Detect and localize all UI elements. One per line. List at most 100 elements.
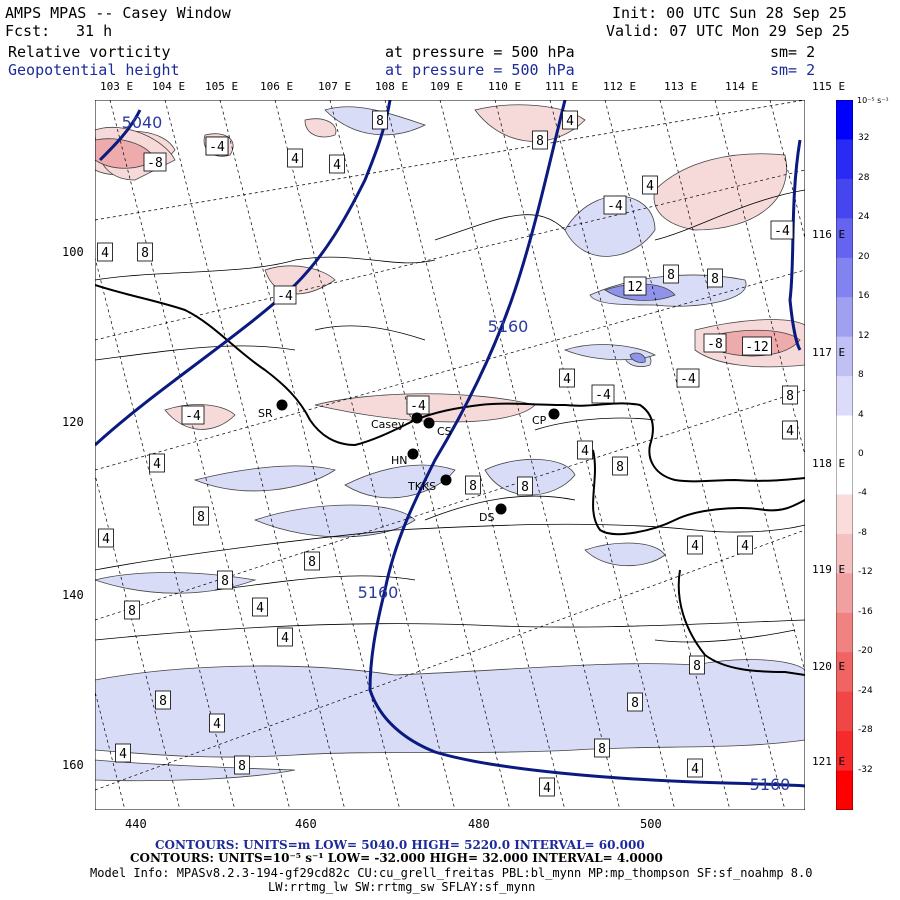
vorticity-label: -8 [143,152,167,172]
colorbar-tick-label: -12 [858,567,873,578]
colorbar-tick-label: 24 [858,212,870,223]
svg-text:8: 8 [469,479,477,494]
svg-text:8: 8 [128,604,136,619]
colorbar-unit: 10⁻⁵ s⁻¹ [857,96,889,105]
vorticity-label: -4 [770,220,794,240]
y-tick-label: 160 [62,758,84,772]
svg-text:4: 4 [291,152,299,167]
station-dot [423,417,435,429]
top-lon-label: 115 E [812,80,846,93]
svg-text:-4: -4 [607,199,623,214]
svg-text:4: 4 [333,158,341,173]
colorbar-segment [836,257,853,298]
height-labels: 5040 5160 5160 5160 [122,113,791,794]
colorbar-tick-label: -32 [858,764,873,775]
colorbar-segment [836,652,853,693]
meridian-line [549,100,731,810]
init-time: Init: 00 UTC Sun 28 Sep 25 [612,4,847,22]
right-lon-label: 120 E [812,660,846,673]
coastline-south [677,569,805,676]
field2-pressure: at pressure = 500 hPa [385,61,575,79]
vorticity-label: 4 [252,597,268,617]
colorbar-tick-label: -28 [858,725,873,736]
top-lon-label: 109 E [430,80,464,93]
vorticity-label: 8 [124,600,140,620]
vorticity-label: 8 [137,242,153,262]
field2-smoothing: sm= 2 [770,61,816,79]
vorticity-label: -4 [273,285,297,305]
colorbar-tick-label: 32 [858,133,870,144]
vorticity-label: 4 [149,453,165,473]
svg-text:8: 8 [711,272,719,287]
vorticity-label: 8 [193,506,209,526]
vorticity-label: 8 [234,755,250,775]
map-title: AMPS MPAS -- Casey Window [5,4,231,22]
vorticity-label: 8 [372,110,388,130]
meridian-line [714,100,805,457]
svg-text:8: 8 [141,246,149,261]
top-lon-label: 114 E [725,80,759,93]
svg-text:-4: -4 [774,224,790,239]
vorticity-label: 8 [465,475,481,495]
svg-text:8: 8 [616,460,624,475]
vorticity-label: 8 [612,456,628,476]
svg-text:8: 8 [667,268,675,283]
parallel-line [95,169,805,341]
colorbar-segment [836,573,853,614]
station-dot [407,448,419,460]
svg-text:4: 4 [741,539,749,554]
vorticity-label: 8 [707,268,723,288]
vorticity-label: 12 [623,276,647,296]
top-lon-label: 106 E [260,80,294,93]
height-contour-label: 5040 [122,113,163,132]
y-tick-label: 100 [62,245,84,259]
height-contour-info: CONTOURS: UNITS=m LOW= 5040.0 HIGH= 5220… [155,838,645,852]
colorbar-segment [836,455,853,495]
vorticity-label: -4 [406,395,430,415]
svg-text:4: 4 [581,444,589,459]
vorticity-label: 4 [559,368,575,388]
vorticity-label: 8 [594,738,610,758]
station-dot [548,408,560,420]
colorbar-segment [836,297,853,338]
right-lon-label: 117 E [812,346,846,359]
parallel-line [95,529,805,791]
vorticity-label: -4 [591,384,615,404]
colorbar-tick-label: -4 [858,488,867,499]
svg-text:4: 4 [256,601,264,616]
colorbar-segment [836,218,853,259]
colorbar-segment [836,533,853,574]
x-tick-label: 460 [295,817,317,831]
positive-vorticity-shading [95,106,805,782]
geopotential-height-contours [95,100,805,788]
parallel-line [95,100,805,221]
parallel-line [95,269,805,471]
vorticity-label: -4 [205,136,229,156]
vorticity-colorbar [836,100,853,810]
top-lon-label: 108 E [375,80,409,93]
vorticity-map: -4 -8 -4 4 4 8 -4 8 4 -4 4 12 8 8 -4 -8 -12 -4 4 -4 8 4 -4 4 4 8 8… [95,100,805,810]
colorbar-tick-label: 20 [858,251,870,262]
top-lon-label: 113 E [664,80,698,93]
svg-text:8: 8 [308,555,316,570]
top-lon-label: 107 E [318,80,352,93]
vorticity-label: 4 [539,777,555,797]
vorticity-label: 4 [98,528,114,548]
meridian-line [274,100,456,810]
x-tick-label: 440 [125,817,147,831]
vorticity-label: 4 [115,743,131,763]
svg-text:4: 4 [691,762,699,777]
svg-text:-8: -8 [147,156,163,171]
svg-text:8: 8 [786,389,794,404]
meridian-line [659,100,805,674]
vorticity-label: 4 [277,627,293,647]
right-lon-label: 116 E [812,228,846,241]
meridian-line [769,100,805,240]
svg-text:-4: -4 [185,409,201,424]
field2-name: Geopotential height [8,61,180,79]
height-contour-label: 5160 [358,583,399,602]
svg-text:-4: -4 [680,372,696,387]
svg-text:4: 4 [786,424,794,439]
vorticity-label: 4 [562,110,578,130]
meridian-line [329,100,511,810]
